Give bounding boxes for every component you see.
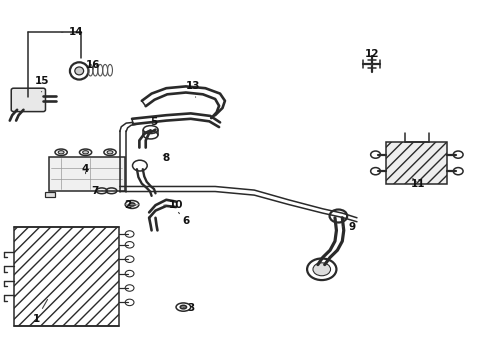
Text: 8: 8	[163, 153, 169, 163]
Text: 5: 5	[150, 117, 157, 133]
Text: 11: 11	[410, 178, 425, 189]
Text: 6: 6	[178, 212, 189, 226]
Text: 4: 4	[81, 164, 89, 174]
Bar	[45, 192, 55, 197]
Ellipse shape	[58, 151, 64, 154]
Text: 14: 14	[61, 27, 83, 37]
FancyBboxPatch shape	[11, 88, 45, 112]
Text: 10: 10	[163, 200, 183, 210]
Text: 7: 7	[91, 186, 102, 196]
Circle shape	[312, 263, 330, 276]
Bar	[386, 142, 447, 184]
Text: 1: 1	[33, 300, 47, 324]
Text: 2: 2	[124, 200, 136, 210]
Ellipse shape	[75, 67, 83, 75]
Text: 15: 15	[34, 76, 49, 92]
Bar	[14, 227, 119, 326]
Text: 13: 13	[185, 81, 200, 97]
Ellipse shape	[107, 151, 113, 154]
Ellipse shape	[82, 151, 88, 154]
Text: 3: 3	[183, 303, 194, 313]
Ellipse shape	[129, 203, 135, 206]
Text: 16: 16	[85, 60, 100, 70]
Text: 9: 9	[342, 222, 355, 232]
Text: 12: 12	[364, 49, 378, 66]
Ellipse shape	[180, 305, 186, 309]
Bar	[49, 157, 124, 191]
